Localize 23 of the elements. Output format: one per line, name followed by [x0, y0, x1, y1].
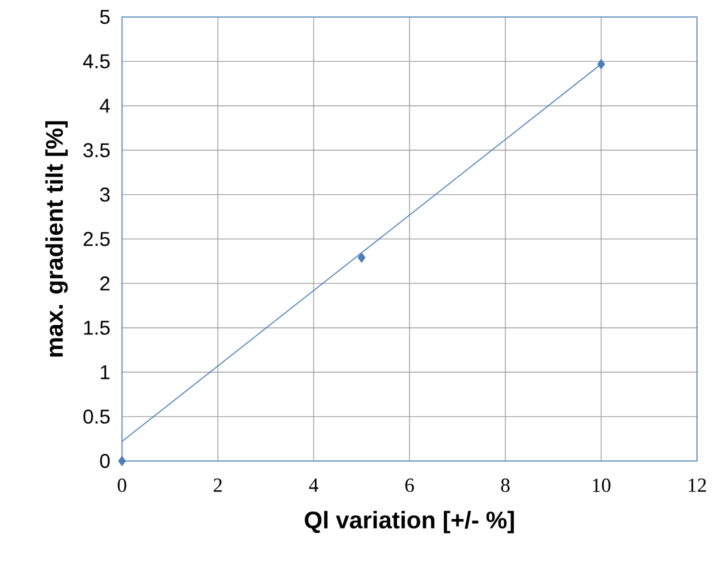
x-tick-label: 6	[405, 478, 414, 492]
y-tick-label: 5	[100, 10, 110, 24]
y-tick-label: 3.5	[83, 143, 110, 158]
x-axis-title: Ql variation [+/- %]	[304, 510, 514, 534]
y-tick-label: 4	[100, 98, 110, 113]
y-tick-label: 2.5	[84, 232, 110, 246]
point	[597, 58, 606, 70]
x-tick-label: 2	[214, 478, 222, 492]
y-tick-label: 2	[100, 276, 110, 290]
x-tick-label: 0	[118, 478, 126, 492]
y-tick-label: 4.5	[83, 54, 110, 68]
x-tick-label: 4	[309, 478, 318, 492]
y-tick-label: 0	[100, 454, 110, 468]
x-tick-label: 12	[688, 478, 706, 492]
y-tick-label: 3	[100, 188, 110, 202]
x-tick-label: 10	[592, 478, 610, 492]
point	[118, 456, 126, 466]
y-tick-label: 1	[100, 365, 110, 380]
y-axis-title: max. gradient tilt [%]	[45, 121, 68, 357]
y-tick-label: 1.5	[84, 320, 110, 335]
point	[358, 252, 366, 263]
y-tick-label: 0.5	[83, 410, 110, 424]
x-tick-label: 8	[501, 478, 510, 492]
